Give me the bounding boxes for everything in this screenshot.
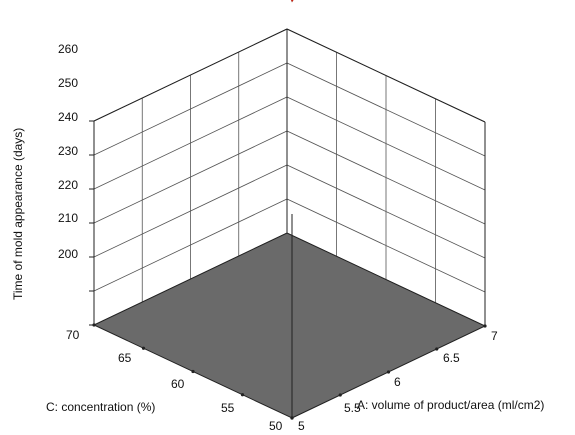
- back-walls: [93, 28, 486, 327]
- x-tick-label: 6.5: [443, 351, 460, 365]
- top-right-edge: [286, 28, 486, 123]
- surface-patch: [290, 0, 294, 3]
- y-tick-label: 55: [221, 401, 235, 415]
- z-tick-label: 240: [58, 110, 78, 124]
- z-tick-label: 210: [58, 211, 78, 225]
- c-tick-mark: [141, 346, 146, 350]
- a-tick-mark: [386, 370, 391, 374]
- y-tick-label: 60: [171, 377, 185, 391]
- x-tick-labels: 5 5.5 6 6.5 7: [298, 329, 498, 433]
- z-tick-label: 230: [58, 144, 78, 158]
- y-axis-title: C: concentration (%): [46, 400, 155, 414]
- z-tick-labels: 200 210 220 230 240 250 260: [58, 42, 78, 261]
- x-tick-label: 5: [298, 419, 305, 433]
- z-axis-title: Time of mold appearance (days): [11, 128, 25, 300]
- x-tick-label: 5.5: [344, 401, 361, 415]
- z-tick-label: 220: [58, 178, 78, 192]
- response-surface: [290, 0, 294, 3]
- z-tick-label: 200: [58, 247, 78, 261]
- c-tick-mark: [240, 393, 245, 397]
- box-frame: [89, 28, 487, 420]
- x-axis-title: A: volume of product/area (ml/cm2): [357, 398, 544, 412]
- y-tick-labels: 50 55 60 65 70: [66, 328, 283, 433]
- a-tick-mark: [483, 324, 487, 328]
- c-tick-mark: [290, 416, 294, 420]
- y-tick-label: 50: [269, 419, 283, 433]
- y-tick-label: 65: [118, 351, 132, 365]
- y-tick-label: 70: [66, 328, 80, 342]
- top-left-edge: [93, 28, 288, 122]
- z-tick-label: 260: [58, 42, 78, 56]
- x-tick-label: 7: [491, 329, 498, 343]
- z-tick-label: 250: [58, 76, 78, 90]
- a-tick-mark: [435, 347, 439, 351]
- x-tick-label: 6: [394, 375, 401, 389]
- c-tick-mark: [191, 369, 195, 374]
- a-tick-mark: [338, 393, 342, 397]
